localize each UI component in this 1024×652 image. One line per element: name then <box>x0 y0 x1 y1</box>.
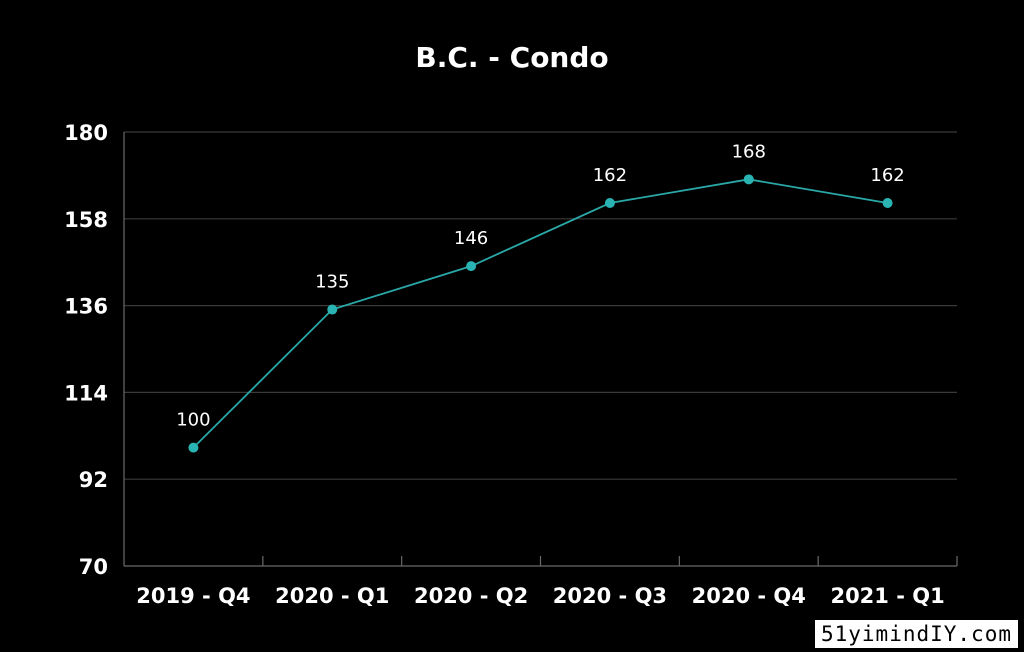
data-point <box>188 442 199 453</box>
data-label: 168 <box>732 141 766 162</box>
data-label: 162 <box>593 165 627 186</box>
y-tick-label: 136 <box>64 295 108 319</box>
data-label: 135 <box>315 272 349 293</box>
x-tick-label: 2020 - Q3 <box>553 584 667 608</box>
y-tick-label: 70 <box>79 555 108 579</box>
x-tick-label: 2020 - Q1 <box>275 584 389 608</box>
grid-lines <box>124 131 957 480</box>
data-point <box>327 304 338 315</box>
x-tick-label: 2020 - Q4 <box>692 584 806 608</box>
data-labels: 100 135 146 162 168 162 <box>176 141 905 430</box>
axes <box>123 132 958 567</box>
y-tick-label: 92 <box>79 468 108 492</box>
data-point <box>743 174 754 185</box>
data-label: 100 <box>176 410 210 431</box>
watermark-text: 51yimindIY.com <box>814 620 1018 648</box>
y-tick-label: 114 <box>64 381 108 405</box>
series-line <box>192 178 888 449</box>
data-label: 162 <box>870 165 904 186</box>
x-tick-label: 2019 - Q4 <box>136 584 250 608</box>
data-point <box>604 198 615 209</box>
data-point <box>882 198 893 209</box>
x-axis-tick-labels: 2019 - Q4 2020 - Q1 2020 - Q2 2020 - Q3 2020… <box>136 584 944 608</box>
x-tick-label: 2021 - Q1 <box>830 584 944 608</box>
chart-title: B.C. - Condo <box>415 41 608 74</box>
y-tick-label: 180 <box>64 121 108 145</box>
x-tick-label: 2020 - Q2 <box>414 584 528 608</box>
data-point <box>466 261 477 272</box>
series-markers <box>188 174 893 453</box>
y-tick-label: 158 <box>64 208 108 232</box>
data-label: 146 <box>454 228 488 249</box>
series-line <box>192 178 888 449</box>
y-axis-tick-labels: 70 92 114 136 158 180 <box>64 121 108 579</box>
